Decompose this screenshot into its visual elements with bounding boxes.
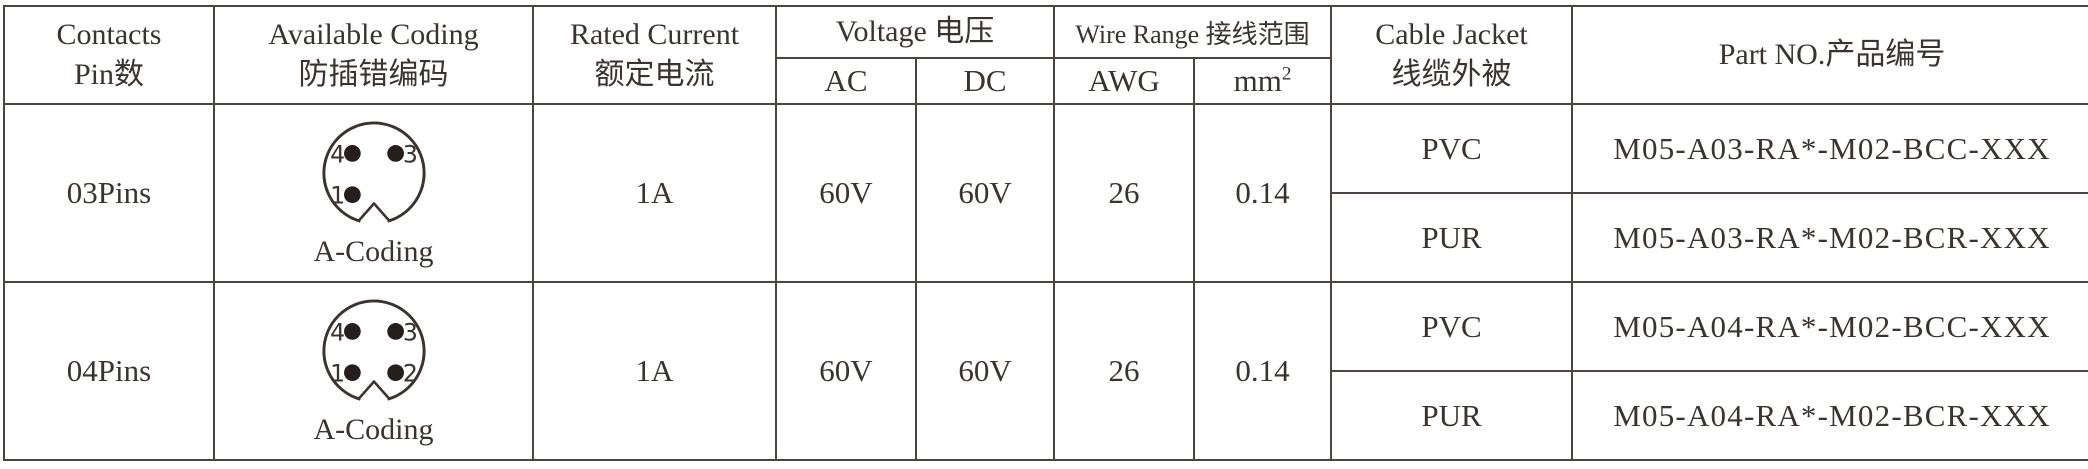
cell-coding-04: 4 3 1 2 A-Coding (213, 281, 534, 461)
subheader-awg: AWG (1053, 57, 1196, 105)
header-available-coding: Available Coding 防插错编码 (213, 5, 534, 105)
connector-face-3pin-icon: 4 3 1 (321, 120, 426, 228)
cell-partno-04-pvc: M05-A04-RA*-M02-BCC-XXX (1571, 281, 2088, 372)
header-rated-current-zh: 额定电流 (594, 58, 715, 91)
cell-partno-03-pur: M05-A03-RA*-M02-BCR-XXX (1571, 192, 2088, 283)
subheader-mm2-sup: 2 (1281, 63, 1292, 85)
connector-face-4pin-icon: 4 3 1 2 (321, 298, 426, 406)
cell-coding-03: 4 3 1 A-Coding (213, 103, 534, 283)
header-contacts: Contacts Pin数 (3, 5, 215, 105)
pin-label-1: 1 (330, 359, 345, 387)
cell-voltage-dc-04: 60V (914, 281, 1056, 461)
subheader-dc: DC (914, 57, 1056, 105)
cell-jacket-03-pvc: PVC (1330, 103, 1574, 194)
cell-pins-04: 04Pins (3, 281, 215, 461)
cell-jacket-04-pur: PUR (1330, 370, 1574, 461)
coding-diagram-4pin: 4 3 1 2 A-Coding (215, 298, 532, 445)
cell-jacket-04-pvc: PVC (1330, 281, 1574, 372)
cell-awg-03: 26 (1053, 103, 1196, 283)
cell-pins-03: 03Pins (3, 103, 215, 283)
pin-label-2: 2 (402, 359, 417, 387)
pin-label-4: 4 (330, 318, 345, 346)
coding-diagram-3pin: 4 3 1 A-Coding (215, 120, 532, 267)
header-voltage: Voltage 电压 (774, 5, 1056, 59)
header-contacts-en: Contacts (56, 18, 162, 52)
header-available-coding-zh: 防插错编码 (298, 58, 449, 91)
header-wire-range: Wire Range 接线范围 (1053, 5, 1333, 59)
cell-voltage-ac-04: 60V (775, 281, 917, 461)
subheader-ac: AC (775, 57, 917, 105)
header-rated-current-en: Rated Current (569, 18, 740, 52)
subheader-mm2: mm2 (1193, 57, 1333, 105)
cell-rated-current-04: 1A (532, 281, 777, 461)
pin-dot-3 (386, 144, 404, 162)
pin-dot-2 (386, 363, 404, 381)
coding-label: A-Coding (313, 234, 434, 268)
cell-awg-04: 26 (1053, 281, 1196, 461)
cell-voltage-ac-03: 60V (775, 103, 917, 283)
connector-spec-table: Contacts Pin数 Available Coding 防插错编码 Rat… (3, 5, 2088, 461)
keying-notch (356, 201, 391, 222)
pin-label-3: 3 (402, 140, 417, 168)
keying-notch (356, 379, 391, 400)
header-cable-jacket: Cable Jacket 线缆外被 (1330, 5, 1574, 105)
pin-dot-1 (343, 363, 361, 381)
pin-dot-4 (343, 144, 361, 162)
cell-voltage-dc-03: 60V (914, 103, 1056, 283)
cell-rated-current-03: 1A (532, 103, 777, 283)
spec-table-wrapper: Contacts Pin数 Available Coding 防插错编码 Rat… (3, 5, 2088, 461)
header-cable-jacket-en: Cable Jacket (1375, 18, 1528, 52)
cell-mm2-03: 0.14 (1193, 103, 1333, 283)
pin-dot-4 (343, 322, 361, 340)
header-rated-current: Rated Current 额定电流 (532, 5, 777, 105)
cell-partno-04-pur: M05-A04-RA*-M02-BCR-XXX (1571, 370, 2088, 461)
header-part-no: Part NO.产品编号 (1571, 5, 2088, 105)
cell-mm2-04: 0.14 (1193, 281, 1333, 461)
subheader-mm2-base: mm (1233, 63, 1282, 98)
pin-label-4: 4 (330, 140, 345, 168)
pin-dot-1 (343, 185, 361, 203)
header-cable-jacket-zh: 线缆外被 (1391, 58, 1512, 91)
cell-partno-03-pvc: M05-A03-RA*-M02-BCC-XXX (1571, 103, 2088, 194)
pin-dot-3 (386, 322, 404, 340)
coding-label: A-Coding (313, 412, 434, 446)
header-available-coding-en: Available Coding (268, 18, 479, 52)
cell-jacket-03-pur: PUR (1330, 192, 1574, 283)
pin-label-3: 3 (402, 318, 417, 346)
pin-label-1: 1 (330, 181, 345, 209)
header-contacts-zh: Pin数 (73, 58, 145, 91)
